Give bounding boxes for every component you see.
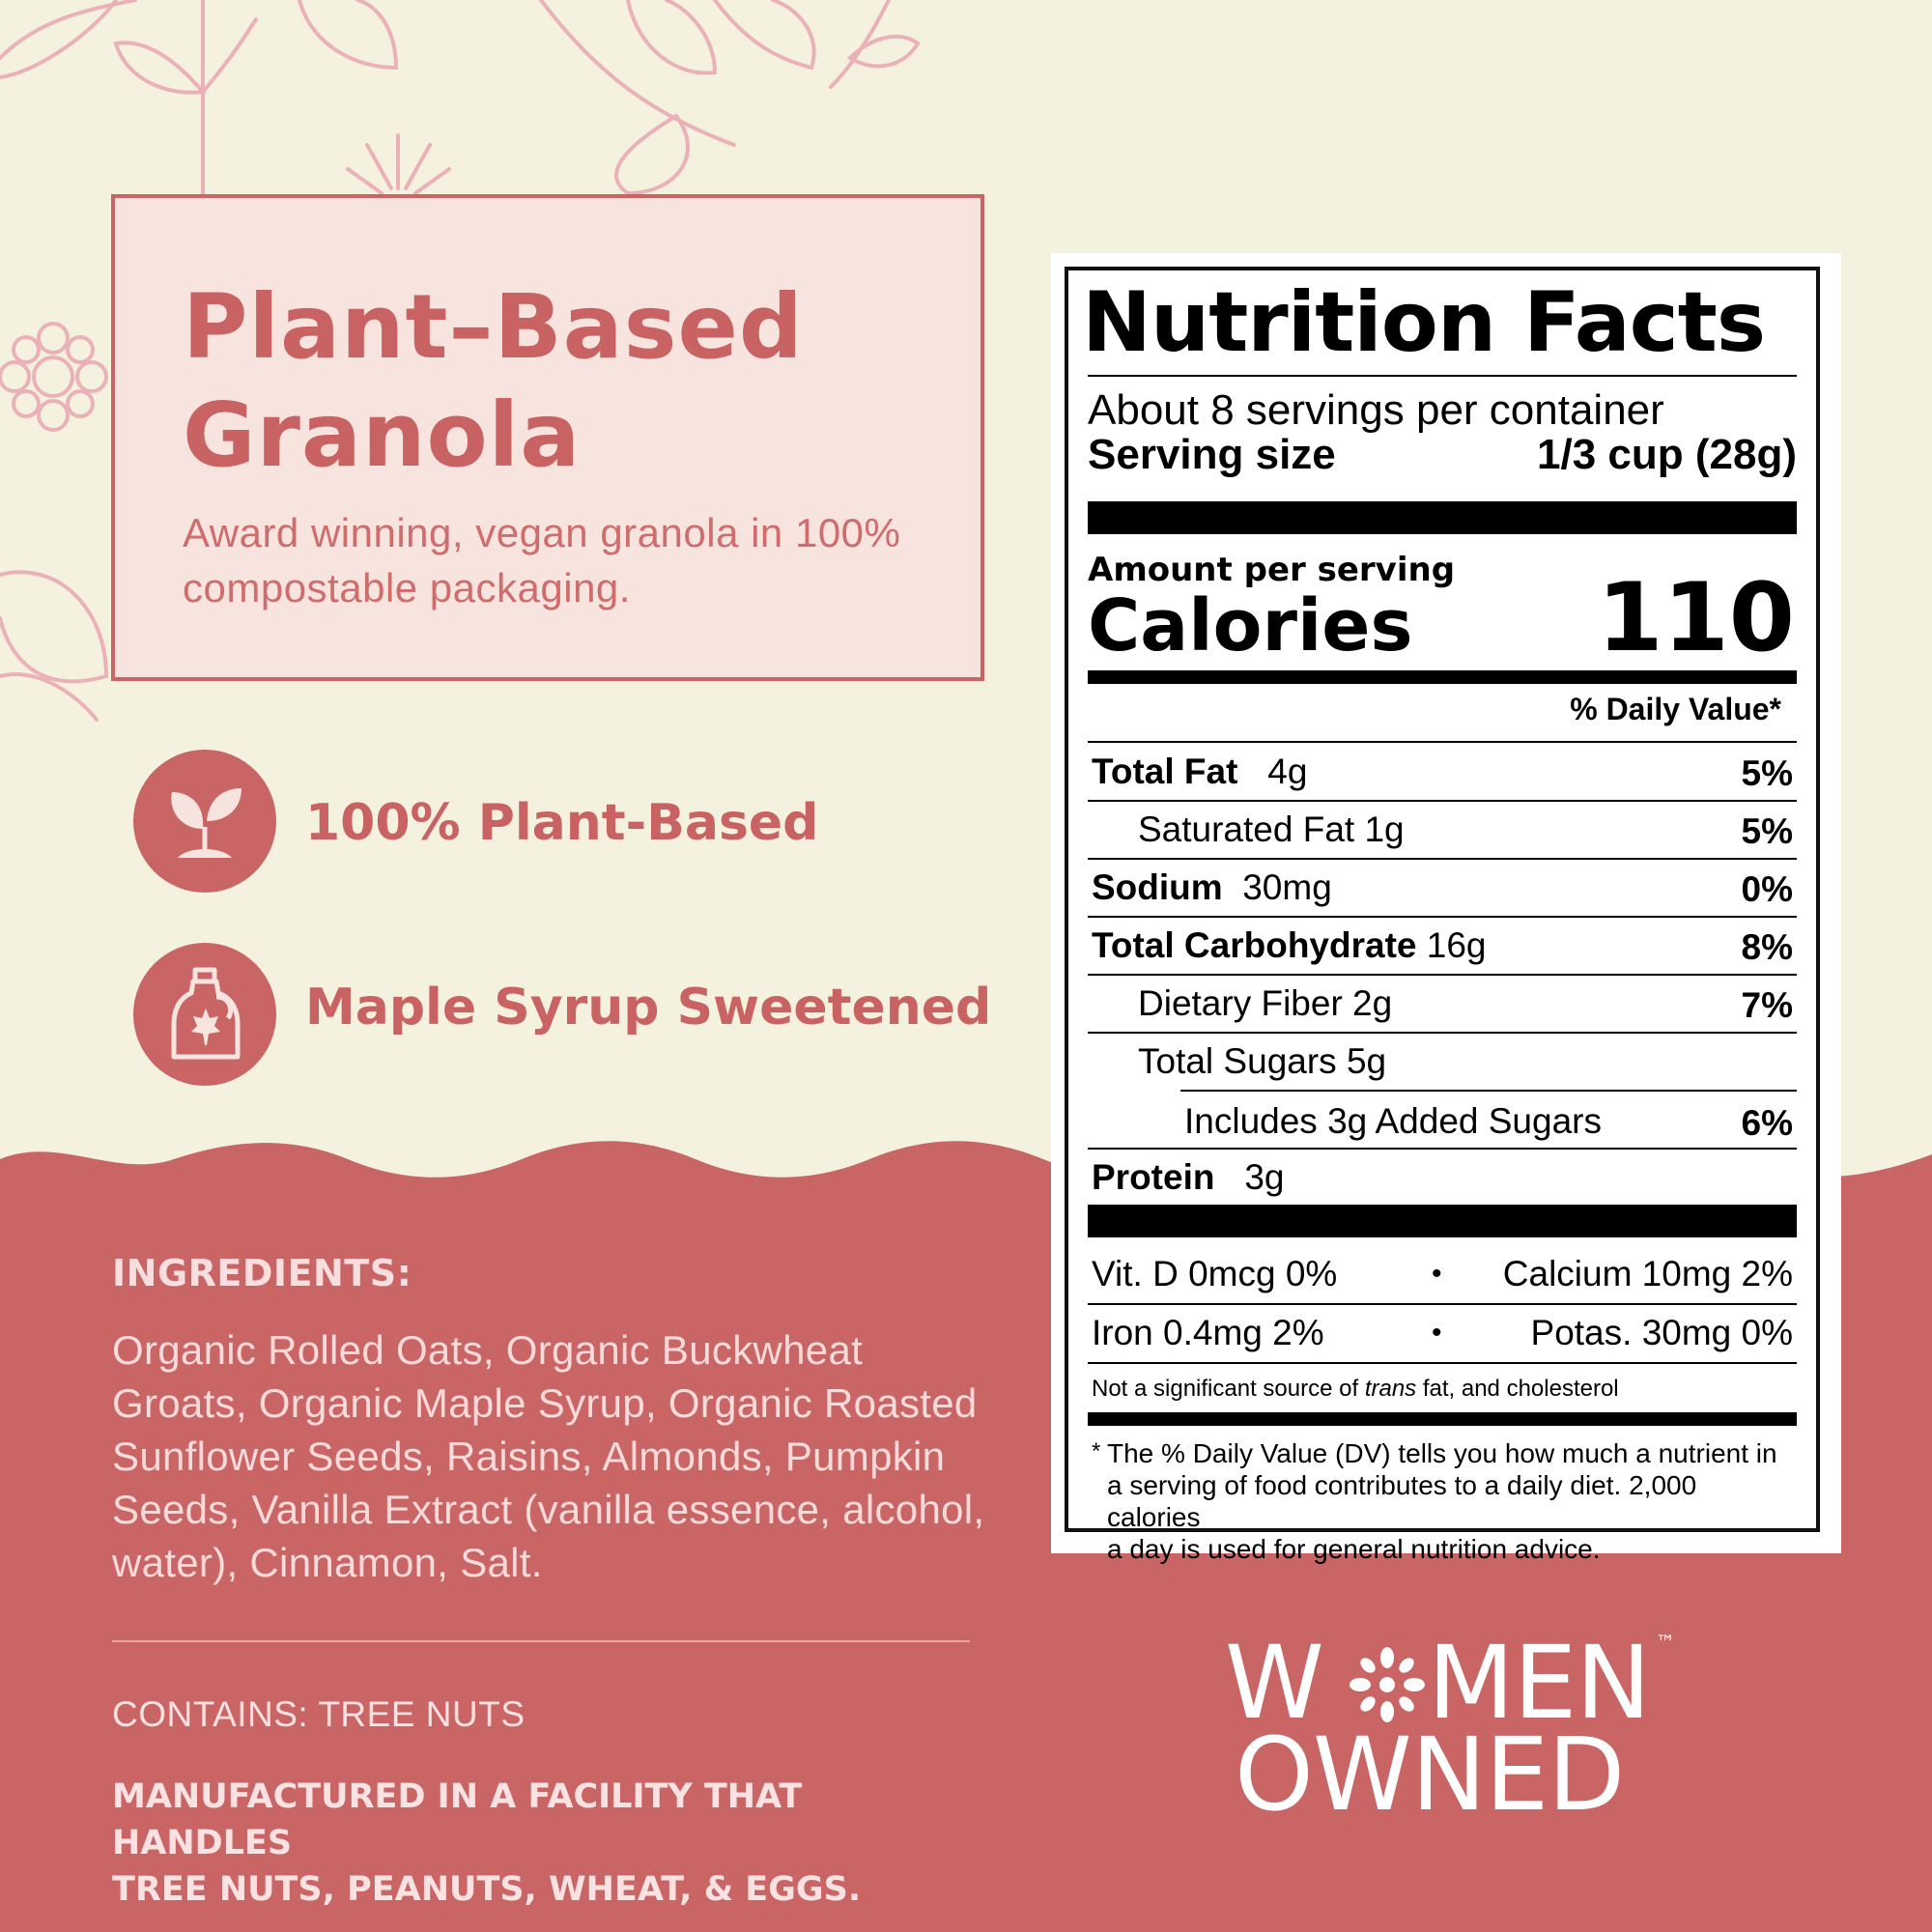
nutrient-name: Sodium bbox=[1092, 867, 1223, 907]
facility-warning: MANUFACTURED IN A FACILITY THAT HANDLES … bbox=[112, 1774, 981, 1913]
trans-fat-note: Not a significant source of trans fat, a… bbox=[1092, 1376, 1797, 1403]
product-title-line-2: Granola bbox=[183, 384, 582, 487]
nutrient-row: Saturated Fat 1g 5% bbox=[1092, 801, 1793, 859]
servings-per-container: About 8 servings per container bbox=[1088, 386, 1664, 434]
rule-thin bbox=[1088, 1032, 1797, 1034]
rule-thin bbox=[1088, 1362, 1797, 1364]
logo-trademark: ™ bbox=[1656, 1631, 1675, 1654]
nutrient-name: Protein bbox=[1092, 1157, 1215, 1197]
vitamin-right: Calcium 10mg 2% bbox=[1502, 1254, 1793, 1293]
serving-size-label: Serving size bbox=[1088, 431, 1336, 478]
nutrient-row: Total Carbohydrate 16g 8% bbox=[1092, 917, 1793, 975]
nutrient-row: Protein 3g bbox=[1092, 1149, 1793, 1207]
product-tagline: Award winning, vegan granola in 100% com… bbox=[183, 510, 901, 611]
nutrient-dv: 7% bbox=[1741, 985, 1793, 1025]
nutrient-dv: 5% bbox=[1741, 753, 1793, 793]
rule-thin bbox=[1088, 916, 1797, 918]
nutrient-amount: 3g bbox=[1244, 1157, 1285, 1197]
footnote-line-2: a serving of food contributes to a daily… bbox=[1107, 1470, 1697, 1532]
plant-based-badge bbox=[133, 750, 276, 893]
flower-mark-icon bbox=[1350, 1647, 1425, 1722]
rule-thin-indented bbox=[1180, 1090, 1797, 1092]
footnote-asterisk: * bbox=[1092, 1438, 1101, 1464]
nutrient-dv: 8% bbox=[1741, 927, 1793, 967]
calories-label: Calories bbox=[1088, 584, 1413, 668]
logo-letter-w: W bbox=[1225, 1624, 1324, 1742]
rule-thick bbox=[1088, 501, 1797, 534]
facility-warning-line-1: MANUFACTURED IN A FACILITY THAT HANDLES bbox=[112, 1777, 803, 1862]
logo-letters-men: MEN bbox=[1427, 1624, 1651, 1742]
rule-thin bbox=[1088, 741, 1797, 743]
nutrient-name: Total Fat bbox=[1092, 752, 1238, 791]
rule-thin bbox=[1088, 1148, 1797, 1150]
vitamin-left: Iron 0.4mg 2% bbox=[1092, 1313, 1324, 1352]
ingredients-list: Organic Rolled Oats, Organic Buckwheat G… bbox=[112, 1327, 985, 1585]
allergen-contains: CONTAINS: TREE NUTS bbox=[112, 1694, 526, 1734]
vitamin-row: Iron 0.4mg 2% • Potas. 30mg 0% bbox=[1092, 1304, 1793, 1362]
bullet-separator: • bbox=[1432, 1258, 1442, 1290]
rule-medium bbox=[1088, 1412, 1797, 1426]
rule-thick bbox=[1088, 1205, 1797, 1237]
amount-per-serving-label: Amount per serving bbox=[1088, 551, 1456, 589]
rule-medium bbox=[1088, 670, 1797, 684]
rule-thin bbox=[1088, 1303, 1797, 1305]
footnote-line-1: The % Daily Value (DV) tells you how muc… bbox=[1107, 1438, 1777, 1468]
maple-syrup-badge bbox=[133, 943, 276, 1086]
trans-note-text: Not a significant source of bbox=[1092, 1376, 1365, 1402]
women-owned-logo: W MEN OWNED ™ bbox=[1225, 1631, 1679, 1825]
nutrient-amount: 4g bbox=[1267, 752, 1308, 791]
nutrient-name: Total Carbohydrate bbox=[1092, 925, 1417, 965]
feature-label-maple-syrup: Maple Syrup Sweetened bbox=[305, 979, 992, 1037]
rule-thin bbox=[1088, 974, 1797, 976]
feature-label-plant-based: 100% Plant-Based bbox=[305, 794, 819, 852]
nutrient-row: Dietary Fiber 2g 7% bbox=[1092, 975, 1793, 1033]
nutrient-row: Total Fat 4g 5% bbox=[1092, 743, 1793, 801]
nutrient-row: Sodium 30mg 0% bbox=[1092, 859, 1793, 917]
serving-size-value: 1/3 cup (28g) bbox=[1537, 431, 1797, 478]
nutrient-amount: Includes 3g Added Sugars bbox=[1184, 1101, 1602, 1141]
nutrition-facts-panel: Nutrition Facts About 8 servings per con… bbox=[1051, 253, 1841, 1564]
trans-note-text: fat, and cholesterol bbox=[1416, 1376, 1619, 1402]
nutrient-dv: 6% bbox=[1741, 1103, 1793, 1143]
logo-line-2: OWNED bbox=[1235, 1716, 1625, 1833]
trans-note-italic: trans bbox=[1364, 1376, 1417, 1402]
nutrient-amount: Dietary Fiber 2g bbox=[1138, 983, 1393, 1023]
section-divider bbox=[112, 1640, 970, 1642]
maple-syrup-bottle-icon bbox=[171, 967, 241, 1060]
nutrient-amount: 16g bbox=[1426, 925, 1487, 965]
floral-doodle-decoration bbox=[0, 0, 921, 722]
product-title-line-1: Plant–Based bbox=[183, 275, 804, 379]
calories-value: 110 bbox=[1597, 563, 1795, 673]
rule-thin bbox=[1088, 858, 1797, 860]
daily-value-header: % Daily Value* bbox=[1570, 692, 1781, 726]
vitamin-left: Vit. D 0mcg 0% bbox=[1092, 1254, 1338, 1293]
vitamin-right: Potas. 30mg 0% bbox=[1530, 1313, 1793, 1352]
ingredients-heading: INGREDIENTS: bbox=[112, 1252, 412, 1294]
nutrition-facts-label: Nutrition Facts About 8 servings per con… bbox=[1065, 267, 1820, 1564]
product-title: Plant–Based Granola bbox=[183, 273, 975, 490]
nutrient-dv: 5% bbox=[1741, 811, 1793, 851]
nutrition-title: Nutrition Facts bbox=[1082, 274, 1766, 371]
rule-thin bbox=[1088, 800, 1797, 802]
vitamin-row: Vit. D 0mcg 0% • Calcium 10mg 2% bbox=[1092, 1245, 1793, 1303]
sprout-icon bbox=[171, 788, 242, 858]
nutrient-row: Total Sugars 5g bbox=[1092, 1033, 1793, 1091]
logo-line-1: W MEN bbox=[1225, 1633, 1669, 1733]
nutrient-dv: 0% bbox=[1741, 869, 1793, 909]
nutrient-amount: Total Sugars 5g bbox=[1138, 1041, 1387, 1081]
nutrient-row: Includes 3g Added Sugars 6% bbox=[1092, 1093, 1793, 1151]
facility-warning-line-2: TREE NUTS, PEANUTS, WHEAT, & EGGS. bbox=[112, 1870, 862, 1909]
rule-thin bbox=[1088, 375, 1797, 377]
footnote-line-3: a day is used for general nutrition advi… bbox=[1107, 1534, 1601, 1564]
product-title-card: Plant–Based Granola Award winning, vegan… bbox=[111, 194, 984, 681]
nutrient-amount: 30mg bbox=[1242, 867, 1332, 907]
bullet-separator: • bbox=[1432, 1317, 1442, 1349]
nutrient-amount: Saturated Fat 1g bbox=[1138, 810, 1405, 849]
